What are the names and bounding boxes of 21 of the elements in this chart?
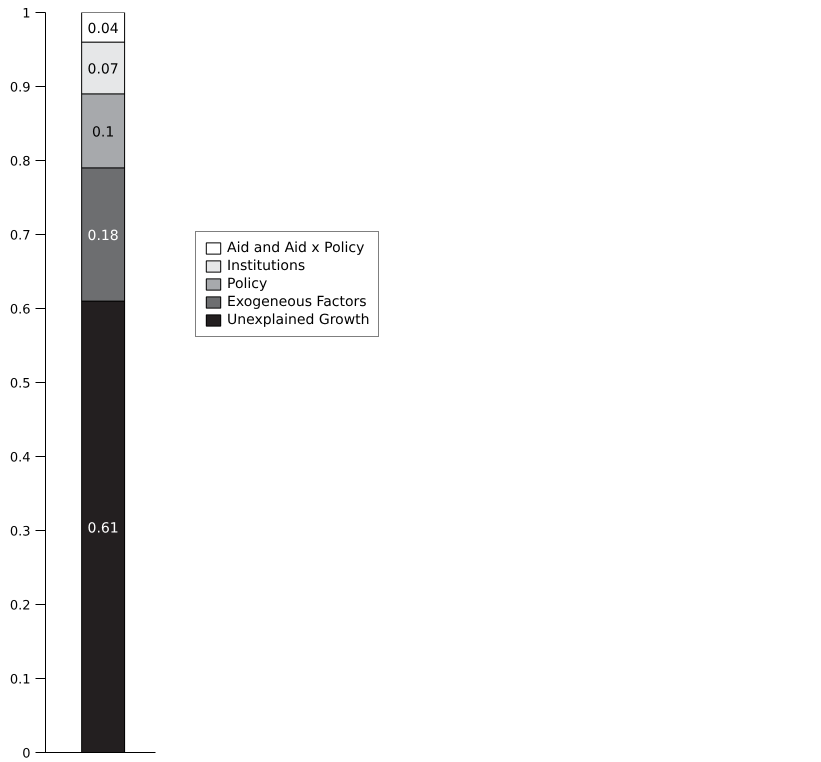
data-label: 0.18 <box>88 228 119 244</box>
legend-label: Aid and Aid x Policy <box>227 240 364 256</box>
y-tick-label: 0.6 <box>10 302 31 318</box>
legend-label: Unexplained Growth <box>227 312 370 328</box>
y-tick-label: 0.5 <box>10 376 31 392</box>
y-tick-label: 0.9 <box>10 80 31 96</box>
y-tick-label: 0.8 <box>10 154 31 170</box>
legend-label: Exogeneous Factors <box>227 294 367 310</box>
y-tick-label: 0.7 <box>10 228 31 244</box>
legend-label: Institutions <box>227 258 306 274</box>
y-tick-label: 0.2 <box>10 598 31 614</box>
data-label: 0.1 <box>92 124 114 140</box>
y-tick-label: 0.1 <box>10 672 31 688</box>
y-tick-label: 0 <box>22 746 31 762</box>
data-label: 0.61 <box>88 520 119 536</box>
y-tick-label: 0.3 <box>10 524 31 540</box>
y-tick-label: 1 <box>22 6 31 22</box>
y-tick-label: 0.4 <box>10 450 31 466</box>
data-label: 0.07 <box>88 62 119 78</box>
legend-label: Policy <box>227 276 268 292</box>
data-label: 0.04 <box>88 20 119 37</box>
